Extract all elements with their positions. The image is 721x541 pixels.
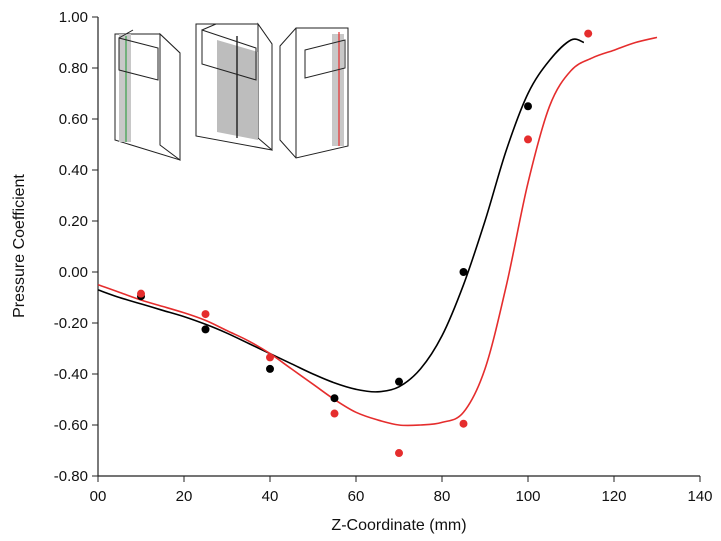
red-fit-curve [97,36,658,427]
black-data-point [201,325,210,334]
black-data-point [266,364,274,373]
curve-layer [97,36,658,427]
inset-box-right [279,27,349,159]
red-data-point [584,29,593,38]
black-data-point [395,377,403,386]
x-tick-label: 100 [515,488,540,505]
red-data-point [330,409,339,418]
x-tick-label: 00 [90,488,107,505]
red-data-point [266,353,274,362]
y-tick-label: 0.80 [59,60,88,77]
x-tick-label: 120 [601,488,626,505]
x-axis-title: Z-Coordinate (mm) [331,517,466,534]
inset-geometry-illustration [114,22,349,161]
x-tick-label: 60 [348,488,365,505]
y-tick-label: -0.20 [54,315,88,332]
red-data-point [201,310,210,319]
inset-box-middle [195,22,273,152]
point-layer [137,29,593,458]
y-tick-label: 1.00 [59,9,88,26]
x-tick-label: 40 [262,488,279,505]
black-data-point [330,394,339,403]
red-data-point [137,289,145,298]
black-data-point [524,102,532,111]
red-data-point [459,419,468,428]
y-tick-label: 0.40 [59,162,88,179]
red-data-point [524,135,532,144]
y-tick-label: 0.20 [59,213,88,230]
x-tick-label: 20 [176,488,193,505]
y-axis-title: Pressure Coefficient [11,174,28,318]
black-data-point [459,268,468,276]
y-tick-label: 0.60 [59,111,88,128]
black-fit-curve [97,38,585,393]
axes: 00 20 40 60 80 100 120 140 -0.80 -0.60 -0.40 -0.20 0… [54,9,713,505]
inset-box-left [114,29,181,161]
x-tick-label: 80 [434,488,451,505]
y-tick-label: -0.80 [54,468,88,485]
y-tick-label: 0.00 [59,264,88,281]
x-tick-label: 140 [687,488,712,505]
y-tick-label: -0.60 [54,417,88,434]
red-data-point [395,449,403,458]
y-tick-label: -0.40 [54,366,88,383]
